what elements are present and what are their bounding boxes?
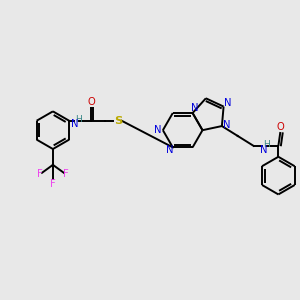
Text: N: N [260,145,267,155]
Text: N: N [224,98,231,108]
Text: O: O [87,97,95,107]
Text: H: H [263,140,270,149]
Text: N: N [166,145,174,155]
Text: H: H [75,115,82,124]
Text: S: S [114,116,122,126]
Text: N: N [71,119,79,129]
Text: N: N [154,125,162,135]
Text: O: O [277,122,284,132]
Text: N: N [191,103,198,113]
Text: F: F [50,179,56,189]
Text: N: N [223,120,231,130]
Text: F: F [63,169,69,179]
Text: F: F [37,169,43,179]
